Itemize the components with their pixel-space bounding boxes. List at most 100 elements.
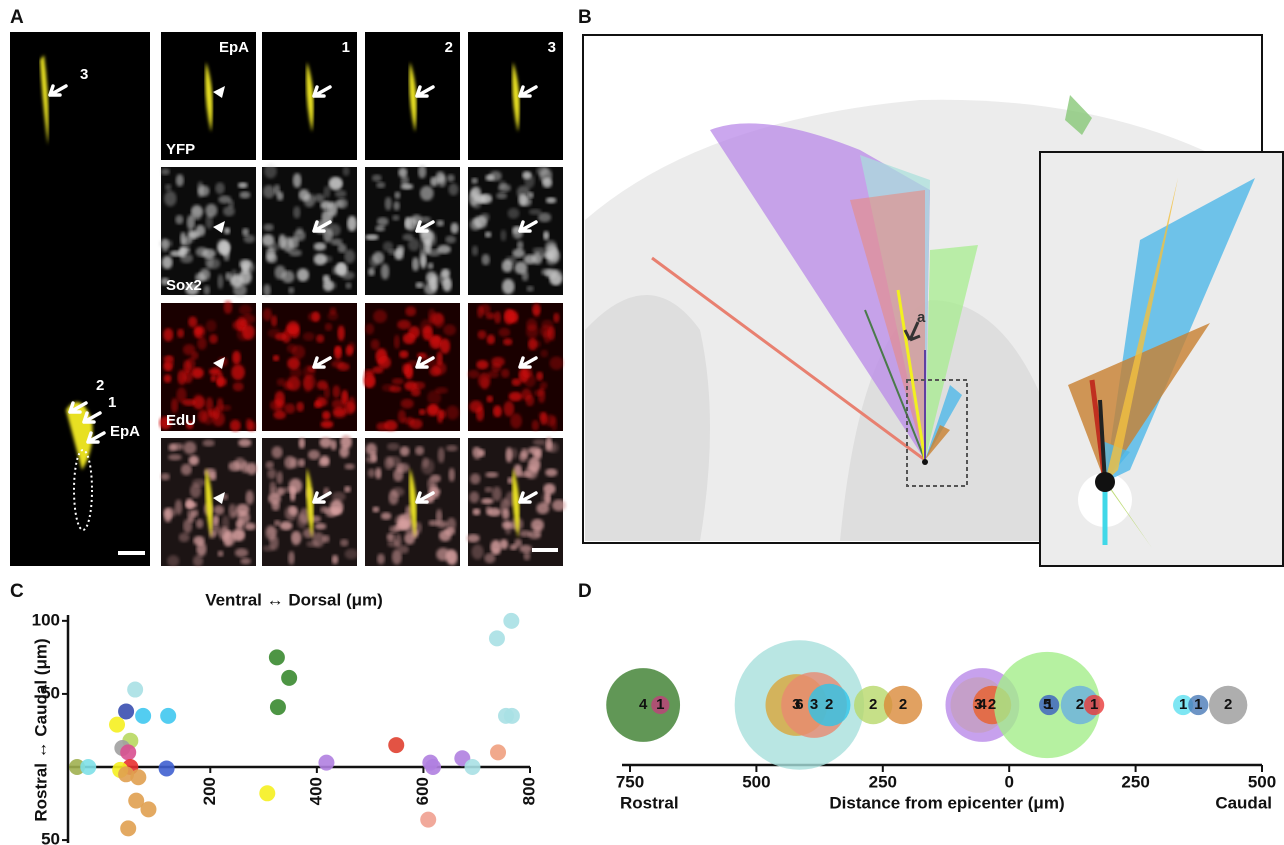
nucleus (486, 395, 493, 402)
left-label: Rostral (620, 793, 679, 812)
point (420, 812, 436, 828)
panel-letter: C (10, 581, 24, 602)
nucleus (525, 395, 534, 407)
nucleus (468, 370, 480, 379)
nucleus (548, 249, 560, 263)
point (127, 682, 143, 698)
nucleus (392, 378, 404, 385)
nucleus (503, 338, 512, 345)
nucleus (532, 420, 539, 431)
nucleus (273, 355, 280, 361)
nucleus (536, 371, 543, 380)
nucleus (246, 490, 254, 505)
nucleus (347, 216, 357, 232)
nucleus (163, 356, 174, 362)
nucleus (519, 545, 532, 553)
nucleus (344, 486, 351, 493)
nucleus (218, 195, 231, 203)
nucleus (392, 549, 402, 565)
nucleus (185, 501, 197, 508)
nucleus (275, 333, 286, 341)
nucleus (512, 249, 525, 258)
nucleus (330, 440, 336, 451)
nucleus (263, 284, 271, 296)
nucleus (485, 472, 498, 478)
nucleus (449, 468, 455, 482)
nucleus (346, 345, 353, 356)
nucleus (532, 252, 542, 264)
nucleus (266, 461, 274, 469)
nucleus (163, 328, 173, 341)
bubble-label: 1 (1194, 696, 1202, 713)
nucleus (508, 313, 519, 321)
nucleus (340, 539, 349, 547)
nucleus (280, 521, 293, 530)
nucleus (275, 265, 286, 279)
nucleus (203, 440, 215, 447)
nucleus (531, 519, 544, 532)
nucleus (203, 410, 214, 424)
nucleus (314, 242, 327, 250)
nucleus (332, 385, 340, 398)
nucleus (191, 205, 202, 220)
nucleus (224, 300, 233, 314)
nucleus (322, 535, 329, 543)
nucleus (385, 197, 392, 211)
nucleus (192, 509, 199, 517)
nucleus (299, 189, 310, 201)
nucleus (334, 346, 342, 359)
nucleus (419, 409, 426, 415)
nucleus (536, 166, 548, 176)
nucleus (388, 249, 398, 255)
nucleus (471, 544, 483, 559)
nucleus (205, 214, 213, 229)
nucleus (485, 231, 492, 237)
nucleus (412, 257, 419, 271)
nucleus (384, 420, 397, 431)
nucleus (183, 441, 196, 454)
nucleus (496, 192, 507, 199)
point (120, 744, 136, 760)
nucleus (373, 310, 387, 323)
nucleus (529, 209, 542, 215)
nucleus (493, 405, 502, 417)
nucleus (337, 325, 344, 341)
point (140, 801, 156, 817)
nucleus (239, 191, 250, 198)
nucleus (372, 506, 379, 512)
nucleus (428, 249, 441, 257)
nucleus (332, 266, 338, 274)
nucleus (415, 282, 423, 288)
nucleus (232, 351, 241, 365)
nucleus (510, 413, 522, 428)
nucleus (381, 264, 390, 280)
nucleus (553, 313, 559, 323)
row-label: YFP (166, 141, 195, 158)
point (388, 737, 404, 753)
nucleus (445, 236, 456, 244)
nucleus (528, 457, 540, 473)
nucleus (484, 553, 495, 563)
nucleus (263, 224, 273, 231)
nucleus (287, 357, 300, 369)
nucleus (160, 473, 170, 480)
x-tick-label: 200 (200, 777, 219, 805)
nucleus (271, 501, 280, 511)
nucleus (337, 363, 349, 371)
nucleus (299, 437, 305, 448)
nucleus (479, 194, 492, 204)
nucleus (267, 469, 276, 480)
nucleus (536, 503, 549, 515)
nucleus (534, 341, 541, 348)
bubble-label: 2 (899, 696, 907, 713)
nucleus (523, 552, 530, 561)
nucleus (193, 536, 204, 546)
nucleus (315, 523, 327, 530)
nucleus (402, 364, 409, 375)
nucleus (365, 323, 374, 334)
nucleus (322, 411, 330, 420)
overview-label: 3 (80, 66, 88, 83)
nucleus (285, 403, 296, 413)
nucleus (391, 487, 404, 497)
nucleus (323, 186, 330, 198)
